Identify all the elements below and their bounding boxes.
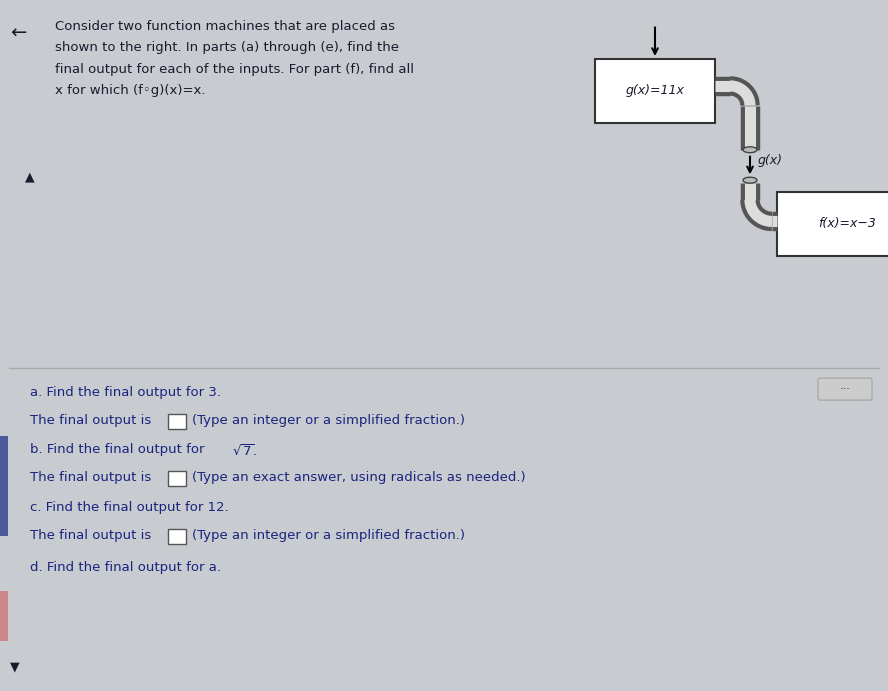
Text: ···: ···	[839, 384, 851, 394]
Text: b. Find the final output for: b. Find the final output for	[30, 443, 209, 456]
Text: $\leftarrow$: $\leftarrow$	[7, 21, 28, 41]
Text: d. Find the final output for a.: d. Find the final output for a.	[30, 561, 221, 574]
Text: a. Find the final output for 3.: a. Find the final output for 3.	[30, 386, 221, 399]
FancyBboxPatch shape	[818, 378, 872, 400]
Text: shown to the right. In parts (a) through (e), find the: shown to the right. In parts (a) through…	[55, 41, 399, 54]
Text: g(x): g(x)	[758, 154, 783, 167]
Text: The final output is: The final output is	[30, 414, 151, 427]
Text: The final output is: The final output is	[30, 529, 151, 542]
Text: x for which (f◦g)(x)=x.: x for which (f◦g)(x)=x.	[55, 84, 205, 97]
Text: f(x)=x−3: f(x)=x−3	[818, 218, 876, 230]
Text: (Type an integer or a simplified fraction.): (Type an integer or a simplified fractio…	[192, 529, 465, 542]
FancyBboxPatch shape	[0, 436, 8, 536]
Text: (Type an exact answer, using radicals as needed.): (Type an exact answer, using radicals as…	[192, 471, 526, 484]
Text: Consider two function machines that are placed as: Consider two function machines that are …	[55, 19, 395, 32]
FancyBboxPatch shape	[168, 471, 186, 486]
FancyBboxPatch shape	[0, 591, 8, 641]
Text: (Type an integer or a simplified fraction.): (Type an integer or a simplified fractio…	[192, 414, 465, 427]
FancyBboxPatch shape	[595, 59, 715, 123]
Text: $\sqrt{7}$.: $\sqrt{7}$.	[232, 443, 257, 458]
Text: final output for each of the inputs. For part (f), find all: final output for each of the inputs. For…	[55, 63, 414, 76]
Text: ▼: ▼	[10, 660, 20, 673]
Ellipse shape	[743, 146, 757, 153]
Text: c. Find the final output for 12.: c. Find the final output for 12.	[30, 501, 229, 514]
FancyBboxPatch shape	[777, 192, 888, 256]
Ellipse shape	[743, 178, 757, 183]
Text: ▲: ▲	[25, 170, 35, 183]
Text: g(x)=11x: g(x)=11x	[625, 84, 685, 97]
FancyBboxPatch shape	[168, 529, 186, 544]
FancyBboxPatch shape	[168, 414, 186, 429]
Text: The final output is: The final output is	[30, 471, 151, 484]
